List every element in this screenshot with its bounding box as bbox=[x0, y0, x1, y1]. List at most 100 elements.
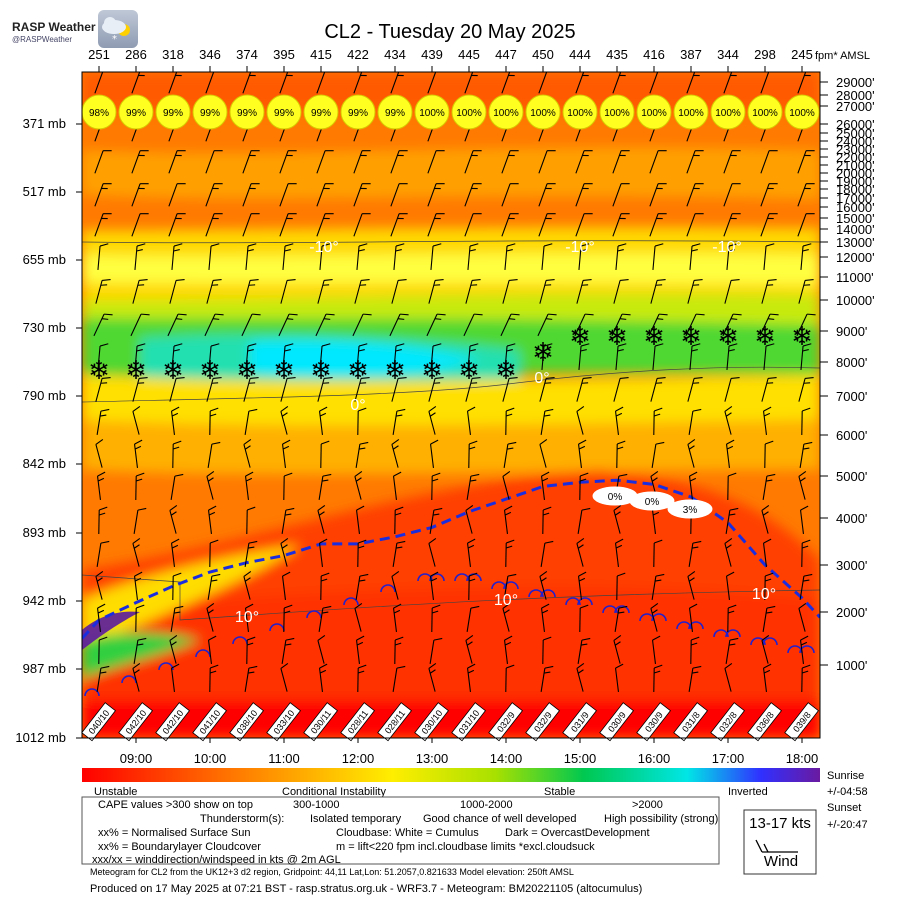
wind-barb-feather bbox=[798, 602, 807, 609]
wind-barb-feather bbox=[692, 284, 700, 286]
wind-barb-staff bbox=[207, 640, 213, 664]
wind-barb-feather bbox=[100, 414, 107, 417]
wind-barb bbox=[763, 243, 775, 271]
sun-icon bbox=[266, 94, 302, 130]
wind-barb bbox=[763, 343, 775, 371]
wind-barb-feather bbox=[471, 154, 478, 157]
wind-barb-staff bbox=[316, 72, 326, 94]
right-axis-label: 3000' bbox=[836, 558, 867, 573]
wind-barb bbox=[243, 438, 252, 468]
wind-barb-staff bbox=[429, 640, 435, 664]
wind-barb-feather bbox=[431, 610, 439, 614]
wind-barb bbox=[650, 602, 659, 632]
wind-barb-feather bbox=[766, 611, 773, 614]
wind-barb-feather bbox=[363, 313, 372, 316]
wind-barb-feather bbox=[615, 412, 623, 417]
wind-barb bbox=[318, 663, 328, 692]
wind-barb-staff bbox=[354, 476, 362, 500]
lift-arc bbox=[577, 597, 593, 606]
wind-barb bbox=[169, 504, 178, 534]
wind-barb-feather bbox=[471, 74, 478, 77]
wind-barb-staff bbox=[574, 313, 586, 337]
left-axis-label: 790 mb bbox=[23, 388, 66, 403]
top-axis-label: 416 bbox=[643, 47, 665, 62]
wind-barb-staff bbox=[688, 476, 694, 500]
wind-barb bbox=[613, 504, 622, 534]
wind-barb bbox=[688, 471, 698, 500]
wind-barb-feather bbox=[434, 318, 442, 320]
wind-barb-staff bbox=[355, 444, 361, 468]
wind-barb bbox=[357, 407, 367, 436]
wind-barb bbox=[466, 473, 480, 500]
legend-thunder-isolated: Isolated temporary bbox=[310, 813, 402, 825]
wind-barb-staff bbox=[171, 345, 175, 371]
wind-barb-feather bbox=[694, 279, 703, 281]
wind-barb-feather bbox=[508, 318, 516, 320]
wind-barb-feather bbox=[359, 382, 367, 384]
wind-barb-staff bbox=[429, 576, 435, 600]
wind-barb-staff bbox=[576, 543, 584, 567]
wind-barb bbox=[281, 571, 291, 600]
wind-barb-feather bbox=[769, 150, 778, 152]
wind-barb-feather bbox=[474, 313, 483, 316]
wind-barb-feather bbox=[584, 213, 593, 215]
stability-color-scale bbox=[82, 768, 820, 782]
wind-barb-staff bbox=[577, 444, 583, 468]
wind-barb-feather bbox=[397, 217, 404, 220]
wind-barb-feather bbox=[544, 665, 554, 669]
wind-barb bbox=[468, 440, 478, 469]
wind-barb-feather bbox=[136, 472, 145, 477]
weather-cloud-sun-icon: * bbox=[98, 10, 138, 48]
wind-barb bbox=[539, 438, 548, 468]
wind-barb-staff bbox=[797, 150, 807, 174]
wind-barb bbox=[93, 313, 113, 337]
wind-barb-feather bbox=[323, 318, 331, 320]
wind-barb bbox=[209, 664, 219, 693]
wind-barb-staff bbox=[651, 444, 657, 468]
wind-barb-feather bbox=[359, 579, 366, 582]
wind-barb-feather bbox=[320, 578, 328, 582]
wind-barb-feather bbox=[285, 643, 292, 646]
wind-barb-feather bbox=[326, 313, 335, 316]
wind-barb-staff bbox=[503, 510, 509, 534]
wind-barb-feather bbox=[321, 243, 331, 247]
left-axis-label: 893 mb bbox=[23, 525, 66, 540]
wind-barb-feather bbox=[651, 609, 658, 614]
wind-barb-staff bbox=[242, 213, 252, 237]
wind-barb-staff bbox=[205, 72, 215, 94]
wind-barb-staff bbox=[428, 378, 436, 402]
wind-barb-feather bbox=[244, 445, 251, 450]
wind-barb-feather bbox=[691, 636, 700, 641]
right-axis-label: 4000' bbox=[836, 511, 867, 526]
wind-barb-feather bbox=[214, 213, 223, 215]
wind-barb-staff bbox=[501, 150, 511, 174]
wind-barb-feather bbox=[177, 183, 186, 185]
wind-barb bbox=[95, 438, 104, 468]
logo-brand: RASP Weather bbox=[12, 20, 96, 34]
wind-barb-staff bbox=[762, 543, 768, 567]
wind-barb bbox=[135, 472, 145, 501]
wind-barb bbox=[761, 377, 777, 402]
wind-barb-staff bbox=[391, 576, 399, 600]
rasp-logo: RASP Weather @RASPWeather * bbox=[10, 8, 140, 48]
wind-barb bbox=[391, 570, 400, 600]
wind-barb-feather bbox=[177, 150, 186, 152]
wind-barb-feather bbox=[429, 669, 436, 674]
wind-barb-feather bbox=[248, 546, 255, 549]
wind-barb-feather bbox=[729, 643, 736, 646]
wind-barb-staff bbox=[132, 411, 140, 435]
left-axis-pressure: 371 mb 517 mb 655 mb 730 mb 790 mb 842 mb 893 … bbox=[15, 116, 82, 745]
wind-barb-feather bbox=[134, 577, 142, 582]
wind-barb-feather bbox=[136, 349, 143, 352]
wind-barb bbox=[537, 313, 557, 337]
wind-barb-feather bbox=[428, 662, 437, 669]
wind-barb-staff bbox=[167, 313, 179, 337]
wind-barb-feather bbox=[433, 637, 443, 641]
wind-barb-feather bbox=[319, 663, 328, 669]
wind-barb-staff bbox=[132, 280, 140, 304]
wind-barb bbox=[95, 279, 111, 304]
wind-barb bbox=[205, 72, 215, 94]
wind-barb bbox=[280, 377, 296, 402]
wind-barb-feather bbox=[763, 412, 771, 417]
wind-barb-staff bbox=[244, 543, 250, 567]
